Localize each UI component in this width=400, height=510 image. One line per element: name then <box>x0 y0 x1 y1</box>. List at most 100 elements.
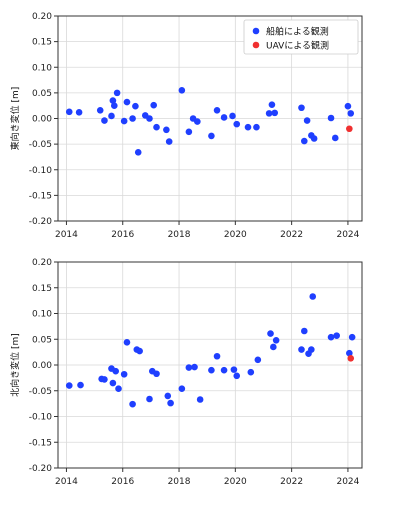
x-tick-label: 2020 <box>224 230 247 240</box>
y-tick-label: 0.20 <box>32 12 52 22</box>
y-tick-label: 0.10 <box>32 310 52 320</box>
data-point <box>115 385 122 392</box>
data-point <box>220 366 228 374</box>
data-point <box>272 336 280 344</box>
series-uav <box>347 355 355 362</box>
data-point <box>101 376 108 383</box>
legend-marker <box>252 27 260 35</box>
data-point <box>167 399 174 407</box>
data-point <box>327 114 335 122</box>
data-point <box>165 138 173 145</box>
data-point <box>253 123 260 131</box>
y-tick-label: -0.10 <box>29 166 53 176</box>
y-tick-label: 0.20 <box>32 258 52 268</box>
data-point <box>120 117 128 125</box>
legend: 船舶による観測 UAVによる観測 <box>243 19 359 55</box>
data-point <box>347 355 355 362</box>
y-tick-label: -0.10 <box>29 413 53 423</box>
data-point <box>191 363 198 371</box>
series-ship <box>65 293 356 408</box>
data-point <box>208 132 215 140</box>
data-point <box>213 107 221 114</box>
data-point <box>310 135 318 142</box>
data-point <box>213 352 221 360</box>
data-point <box>150 101 158 109</box>
data-point <box>344 102 352 110</box>
data-point <box>108 112 115 120</box>
chart-panel-1: 2014 2016 2018 2020 2022 2024 -0.20 -0.15 -0.10 -… <box>9 12 363 240</box>
data-point <box>129 115 136 122</box>
data-point <box>254 356 262 364</box>
data-point <box>265 110 273 117</box>
data-point <box>247 368 255 376</box>
x-tick-label: 2022 <box>280 230 303 240</box>
y-tick-label: 0.10 <box>32 63 52 73</box>
data-point <box>153 123 160 131</box>
data-point <box>75 109 83 116</box>
data-point <box>244 123 252 131</box>
x-tick-label: 2024 <box>336 230 359 240</box>
data-point <box>208 366 215 374</box>
data-point <box>303 117 311 124</box>
data-point <box>194 118 201 125</box>
data-point <box>271 109 279 117</box>
series-uav <box>346 125 353 133</box>
data-point <box>270 343 277 351</box>
data-point <box>300 137 308 145</box>
data-point <box>65 108 73 116</box>
data-point <box>77 381 84 389</box>
y-tick-label: -0.20 <box>29 217 53 227</box>
x-tick-label: 2020 <box>224 477 247 487</box>
y-tick-label: 0.05 <box>32 89 52 99</box>
y-tick-label: -0.15 <box>29 438 52 448</box>
data-point <box>123 98 131 106</box>
data-point <box>109 97 117 104</box>
x-tick-label: 2018 <box>168 477 191 487</box>
data-point <box>196 396 204 403</box>
data-point <box>178 87 186 94</box>
data-point <box>185 128 193 136</box>
legend-box <box>243 19 359 55</box>
y-tick-label: 0.15 <box>32 38 52 48</box>
data-point <box>233 120 241 128</box>
data-point <box>163 126 170 134</box>
data-point <box>110 102 118 109</box>
y-tick-label: -0.15 <box>29 191 52 201</box>
data-point <box>298 104 305 112</box>
data-point <box>229 112 236 120</box>
x-tick-label: 2024 <box>336 477 359 487</box>
x-tick-label: 2014 <box>55 477 78 487</box>
data-point <box>347 110 355 117</box>
data-point <box>327 333 335 341</box>
data-point <box>185 364 193 371</box>
x-tick-label: 2018 <box>168 230 191 240</box>
x-tick-label: 2016 <box>111 230 134 240</box>
y-tick-label: -0.05 <box>29 140 52 150</box>
data-point <box>268 101 276 108</box>
data-point <box>112 367 120 375</box>
data-point <box>123 339 131 346</box>
data-point <box>132 102 139 110</box>
data-point <box>65 382 73 389</box>
series-ship <box>65 87 355 156</box>
y-tick-label: 0.05 <box>32 335 52 345</box>
data-point <box>136 347 143 355</box>
x-tick-label: 2014 <box>55 230 78 240</box>
data-point <box>267 330 274 337</box>
data-point <box>146 115 153 122</box>
data-point <box>101 117 108 124</box>
data-point <box>333 332 340 339</box>
data-point <box>230 366 238 373</box>
data-point <box>300 327 308 335</box>
x-tick-label: 2016 <box>111 477 134 487</box>
data-point <box>164 392 172 400</box>
data-point <box>298 346 305 353</box>
chart-panel-2: 2014 2016 2018 2020 2022 2024 -0.20 -0.15 -0.10 -… <box>9 258 363 487</box>
data-point <box>146 395 153 403</box>
data-point <box>113 89 121 97</box>
data-point <box>153 370 160 378</box>
data-point <box>348 333 356 341</box>
data-point <box>96 107 104 114</box>
data-point <box>309 293 317 300</box>
